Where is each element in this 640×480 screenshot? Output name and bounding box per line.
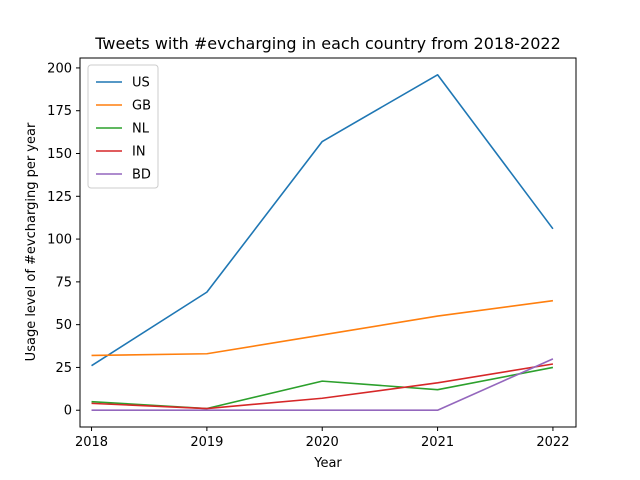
legend-label-nl: NL <box>132 122 150 137</box>
legend-box <box>87 64 159 189</box>
x-tick-label: 2019 <box>190 435 223 450</box>
chart-title: Tweets with #evcharging in each country … <box>94 34 561 53</box>
x-tick-label: 2020 <box>306 435 339 450</box>
x-tick-label: 2018 <box>75 435 108 450</box>
y-tick-label: 100 <box>47 233 72 248</box>
y-axis: 0 25 50 75 100 125 150 175 200 <box>47 61 80 419</box>
y-tick-label: 25 <box>55 361 72 376</box>
y-tick-label: 175 <box>47 104 72 119</box>
series-line-in <box>91 363 554 410</box>
x-tick-label: 2022 <box>536 435 569 450</box>
y-tick-label: 0 <box>64 404 72 419</box>
y-tick-label: 200 <box>47 61 72 76</box>
x-tick-label: 2021 <box>421 435 454 450</box>
series-layer <box>91 73 554 412</box>
y-tick-label: 75 <box>55 275 72 290</box>
legend: US GB NL IN BD <box>87 64 159 189</box>
x-axis-label: Year <box>313 456 342 471</box>
legend-label-bd: BD <box>132 168 151 183</box>
legend-label-in: IN <box>132 145 146 160</box>
legend-label-us: US <box>132 76 150 91</box>
series-line-bd <box>91 358 554 412</box>
series-line-gb <box>91 299 554 357</box>
plot-frame <box>79 57 577 428</box>
y-tick-label: 50 <box>55 318 72 333</box>
series-line-us <box>91 73 554 367</box>
legend-label-gb: GB <box>132 99 151 114</box>
x-axis: 2018 2019 2020 2021 2022 <box>75 427 569 450</box>
y-tick-label: 125 <box>47 190 72 205</box>
y-axis-label: Usage level of #evcharging per year <box>24 122 39 361</box>
y-tick-label: 150 <box>47 147 72 162</box>
series-line-nl <box>91 366 554 410</box>
